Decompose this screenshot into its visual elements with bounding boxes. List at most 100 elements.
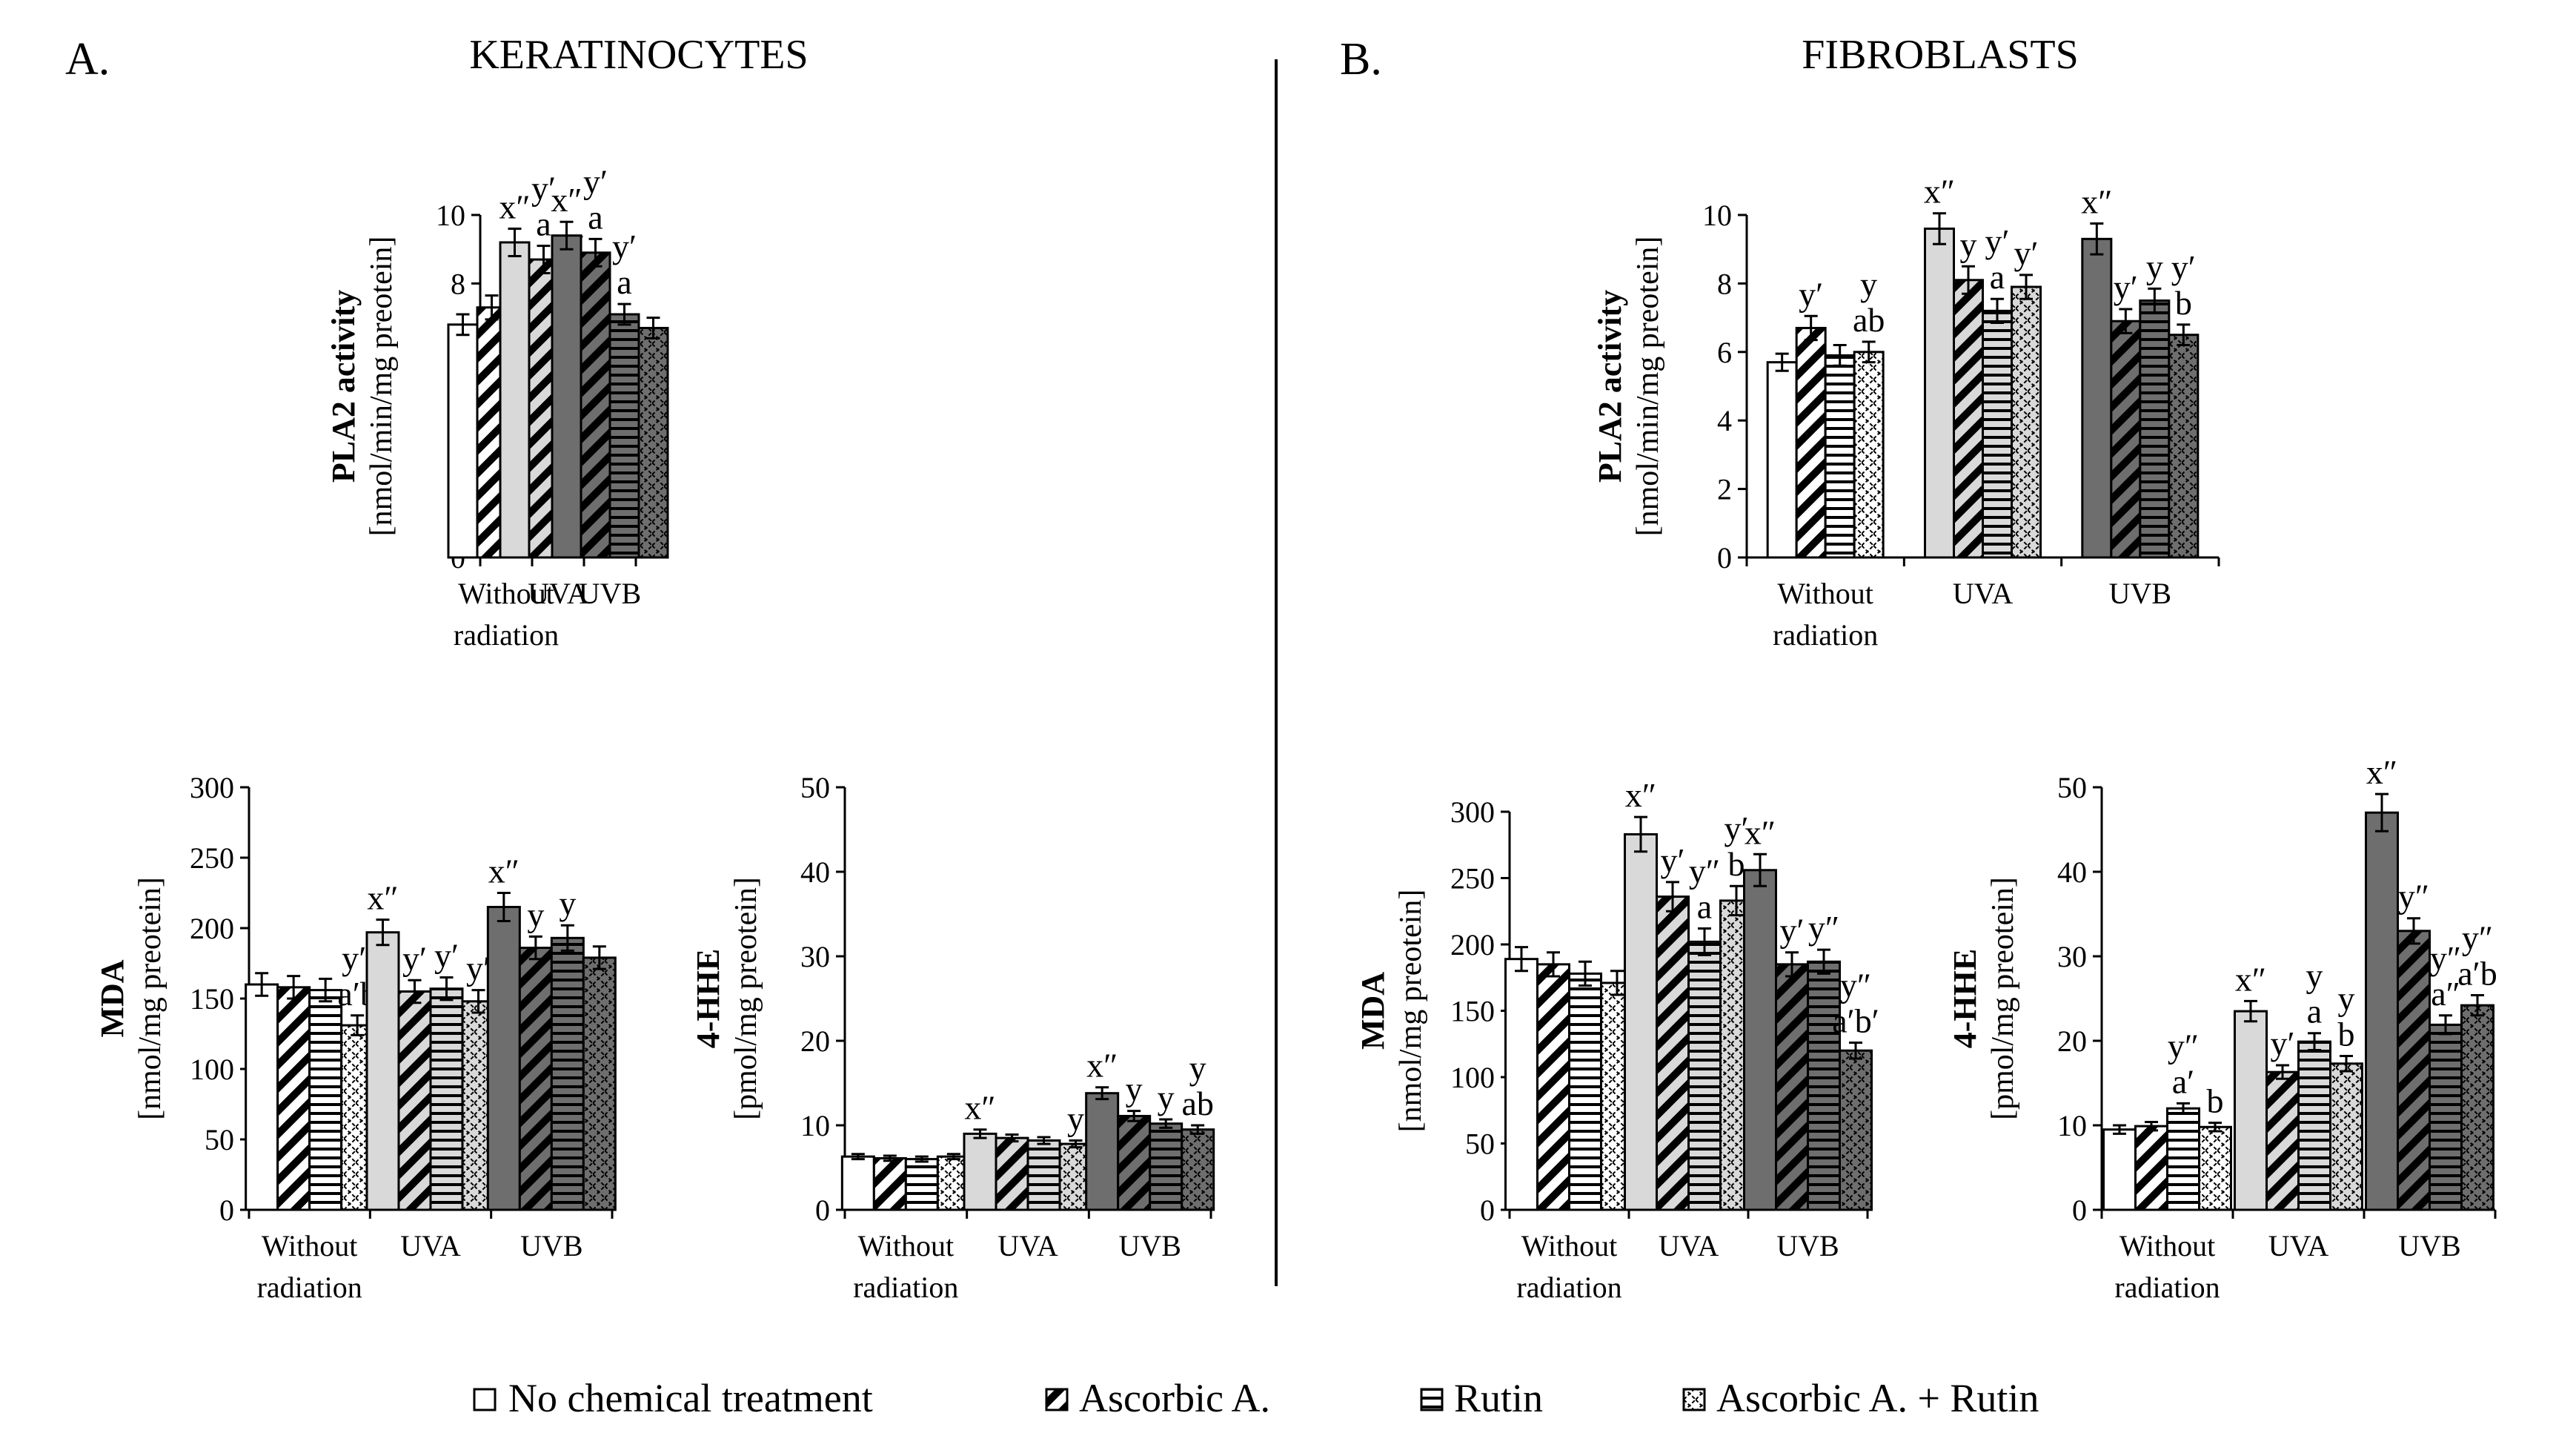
- bar: [1807, 960, 1841, 1211]
- data-label: y′: [531, 170, 556, 208]
- bar: [1982, 309, 2013, 559]
- legend-item-ascorbic-rutin: Ascorbic A. + Rutin: [1682, 1376, 2039, 1420]
- x-category-label: UVB: [2109, 577, 2171, 610]
- bar: [1853, 351, 1885, 559]
- bar: [1795, 326, 1827, 559]
- y-axis-title: MDA: [94, 959, 130, 1037]
- data-label: b: [2338, 1016, 2355, 1053]
- data-label: y′: [434, 937, 459, 975]
- bar: [550, 936, 585, 1211]
- legend-swatch-no-treatment: [473, 1388, 497, 1411]
- x-category-label: radiation: [1773, 618, 1878, 652]
- y-tick-label: 0: [1480, 1194, 1495, 1227]
- y-tick-label: 50: [800, 771, 830, 804]
- bar: [2168, 334, 2200, 559]
- data-label: y′: [2114, 268, 2138, 306]
- legend-item-ascorbic: Ascorbic A.: [1045, 1376, 1270, 1420]
- y-tick-label: 6: [1717, 336, 1732, 369]
- x-category-label: radiation: [1516, 1271, 1621, 1304]
- bar: [308, 989, 343, 1211]
- bar: [1026, 1139, 1061, 1211]
- y-tick-label: 10: [436, 199, 465, 232]
- data-label: y: [2146, 248, 2163, 285]
- bar: [2397, 930, 2431, 1211]
- bar: [429, 987, 464, 1211]
- panel-a-letter: A.: [65, 34, 110, 85]
- x-category-label: UVA: [400, 1229, 461, 1262]
- bar: [872, 1156, 907, 1211]
- legend-swatch-rutin: [1420, 1388, 1444, 1411]
- x-category-label: UVA: [1659, 1229, 1719, 1262]
- data-label: b: [2207, 1082, 2224, 1120]
- x-category-label: radiation: [257, 1271, 362, 1304]
- x-category-label: Without: [458, 577, 554, 610]
- bar: [2102, 1128, 2137, 1211]
- x-category-label: UVA: [2268, 1229, 2329, 1262]
- bar: [276, 986, 311, 1211]
- x-category-label: radiation: [454, 618, 559, 652]
- x-category-label: UVB: [520, 1229, 582, 1262]
- bar: [1953, 279, 1984, 559]
- legend-swatch-ascorbic-rutin: [1682, 1388, 1706, 1411]
- bar: [2429, 1023, 2463, 1211]
- panel-a-title: KERATINOCYTES: [469, 32, 808, 78]
- bar: [1743, 869, 1777, 1211]
- bar: [2234, 1010, 2268, 1211]
- bar: [2198, 1125, 2232, 1211]
- data-label: a″: [2431, 975, 2460, 1013]
- data-label: y″: [2398, 878, 2429, 916]
- y-axis-unit: [pmol/mg preotein]: [729, 877, 763, 1120]
- data-label: y″: [1808, 909, 1839, 947]
- data-label: y: [2338, 980, 2355, 1018]
- bar: [904, 1158, 939, 1211]
- data-label: y′: [2014, 234, 2038, 272]
- data-label: b: [1728, 845, 1745, 883]
- data-label: y′: [1724, 810, 1748, 847]
- y-tick-label: 100: [190, 1053, 234, 1086]
- bar: [995, 1136, 1029, 1211]
- data-label: y″: [2430, 939, 2461, 977]
- data-label: x″: [551, 181, 582, 219]
- y-tick-label: 0: [1717, 541, 1732, 575]
- data-label: y″: [1840, 966, 1871, 1004]
- data-label: x″: [367, 879, 398, 917]
- x-category-label: radiation: [853, 1271, 958, 1304]
- data-label: y: [1960, 225, 1977, 263]
- y-axis-title: PLA2 activity: [1592, 290, 1628, 483]
- data-label: a: [617, 263, 631, 301]
- legend: No chemical treatment Ascorbic A. Rutin …: [473, 1376, 2039, 1420]
- bar: [1766, 361, 1798, 559]
- bar: [2011, 285, 2042, 559]
- y-axis-title: 4-HHE: [690, 949, 726, 1048]
- data-label: x″: [488, 853, 519, 890]
- bar: [1924, 227, 1955, 559]
- y-tick-label: 150: [1450, 995, 1495, 1028]
- y-tick-label: 200: [1450, 928, 1495, 961]
- x-category-label: Without: [1777, 577, 1873, 610]
- y-tick-label: 8: [451, 267, 465, 300]
- y-axis-title: MDA: [1355, 972, 1391, 1050]
- bar: [1656, 896, 1690, 1211]
- data-label: y: [1067, 1100, 1084, 1138]
- data-label: b: [2175, 284, 2192, 322]
- y-tick-label: 300: [1450, 795, 1495, 829]
- data-label: y′: [1799, 275, 1823, 313]
- data-label: x″: [2235, 960, 2266, 998]
- y-axis-unit: [pmol/mg preotein]: [1986, 877, 2020, 1120]
- data-label: y: [527, 896, 544, 933]
- y-tick-label: 50: [1465, 1128, 1495, 1161]
- data-label: x″: [2366, 753, 2397, 791]
- chart-fibroblasts-4hhe: 0 10 20 30 40 50 4-HHE [pmol/mg preotein] Withou…: [1947, 753, 2497, 1304]
- x-category-label: UVA: [528, 577, 588, 610]
- x-category-label: UVB: [579, 577, 641, 610]
- bar: [518, 947, 553, 1211]
- data-label: y′: [1985, 222, 2009, 260]
- y-tick-label: 20: [800, 1024, 830, 1058]
- y-tick-label: 10: [2057, 1109, 2087, 1142]
- y-tick-label: 30: [2057, 940, 2087, 973]
- data-label: ab: [1181, 1085, 1213, 1122]
- data-label: a′b: [2457, 954, 2497, 992]
- bar: [245, 983, 279, 1211]
- data-label: y′: [2171, 248, 2196, 286]
